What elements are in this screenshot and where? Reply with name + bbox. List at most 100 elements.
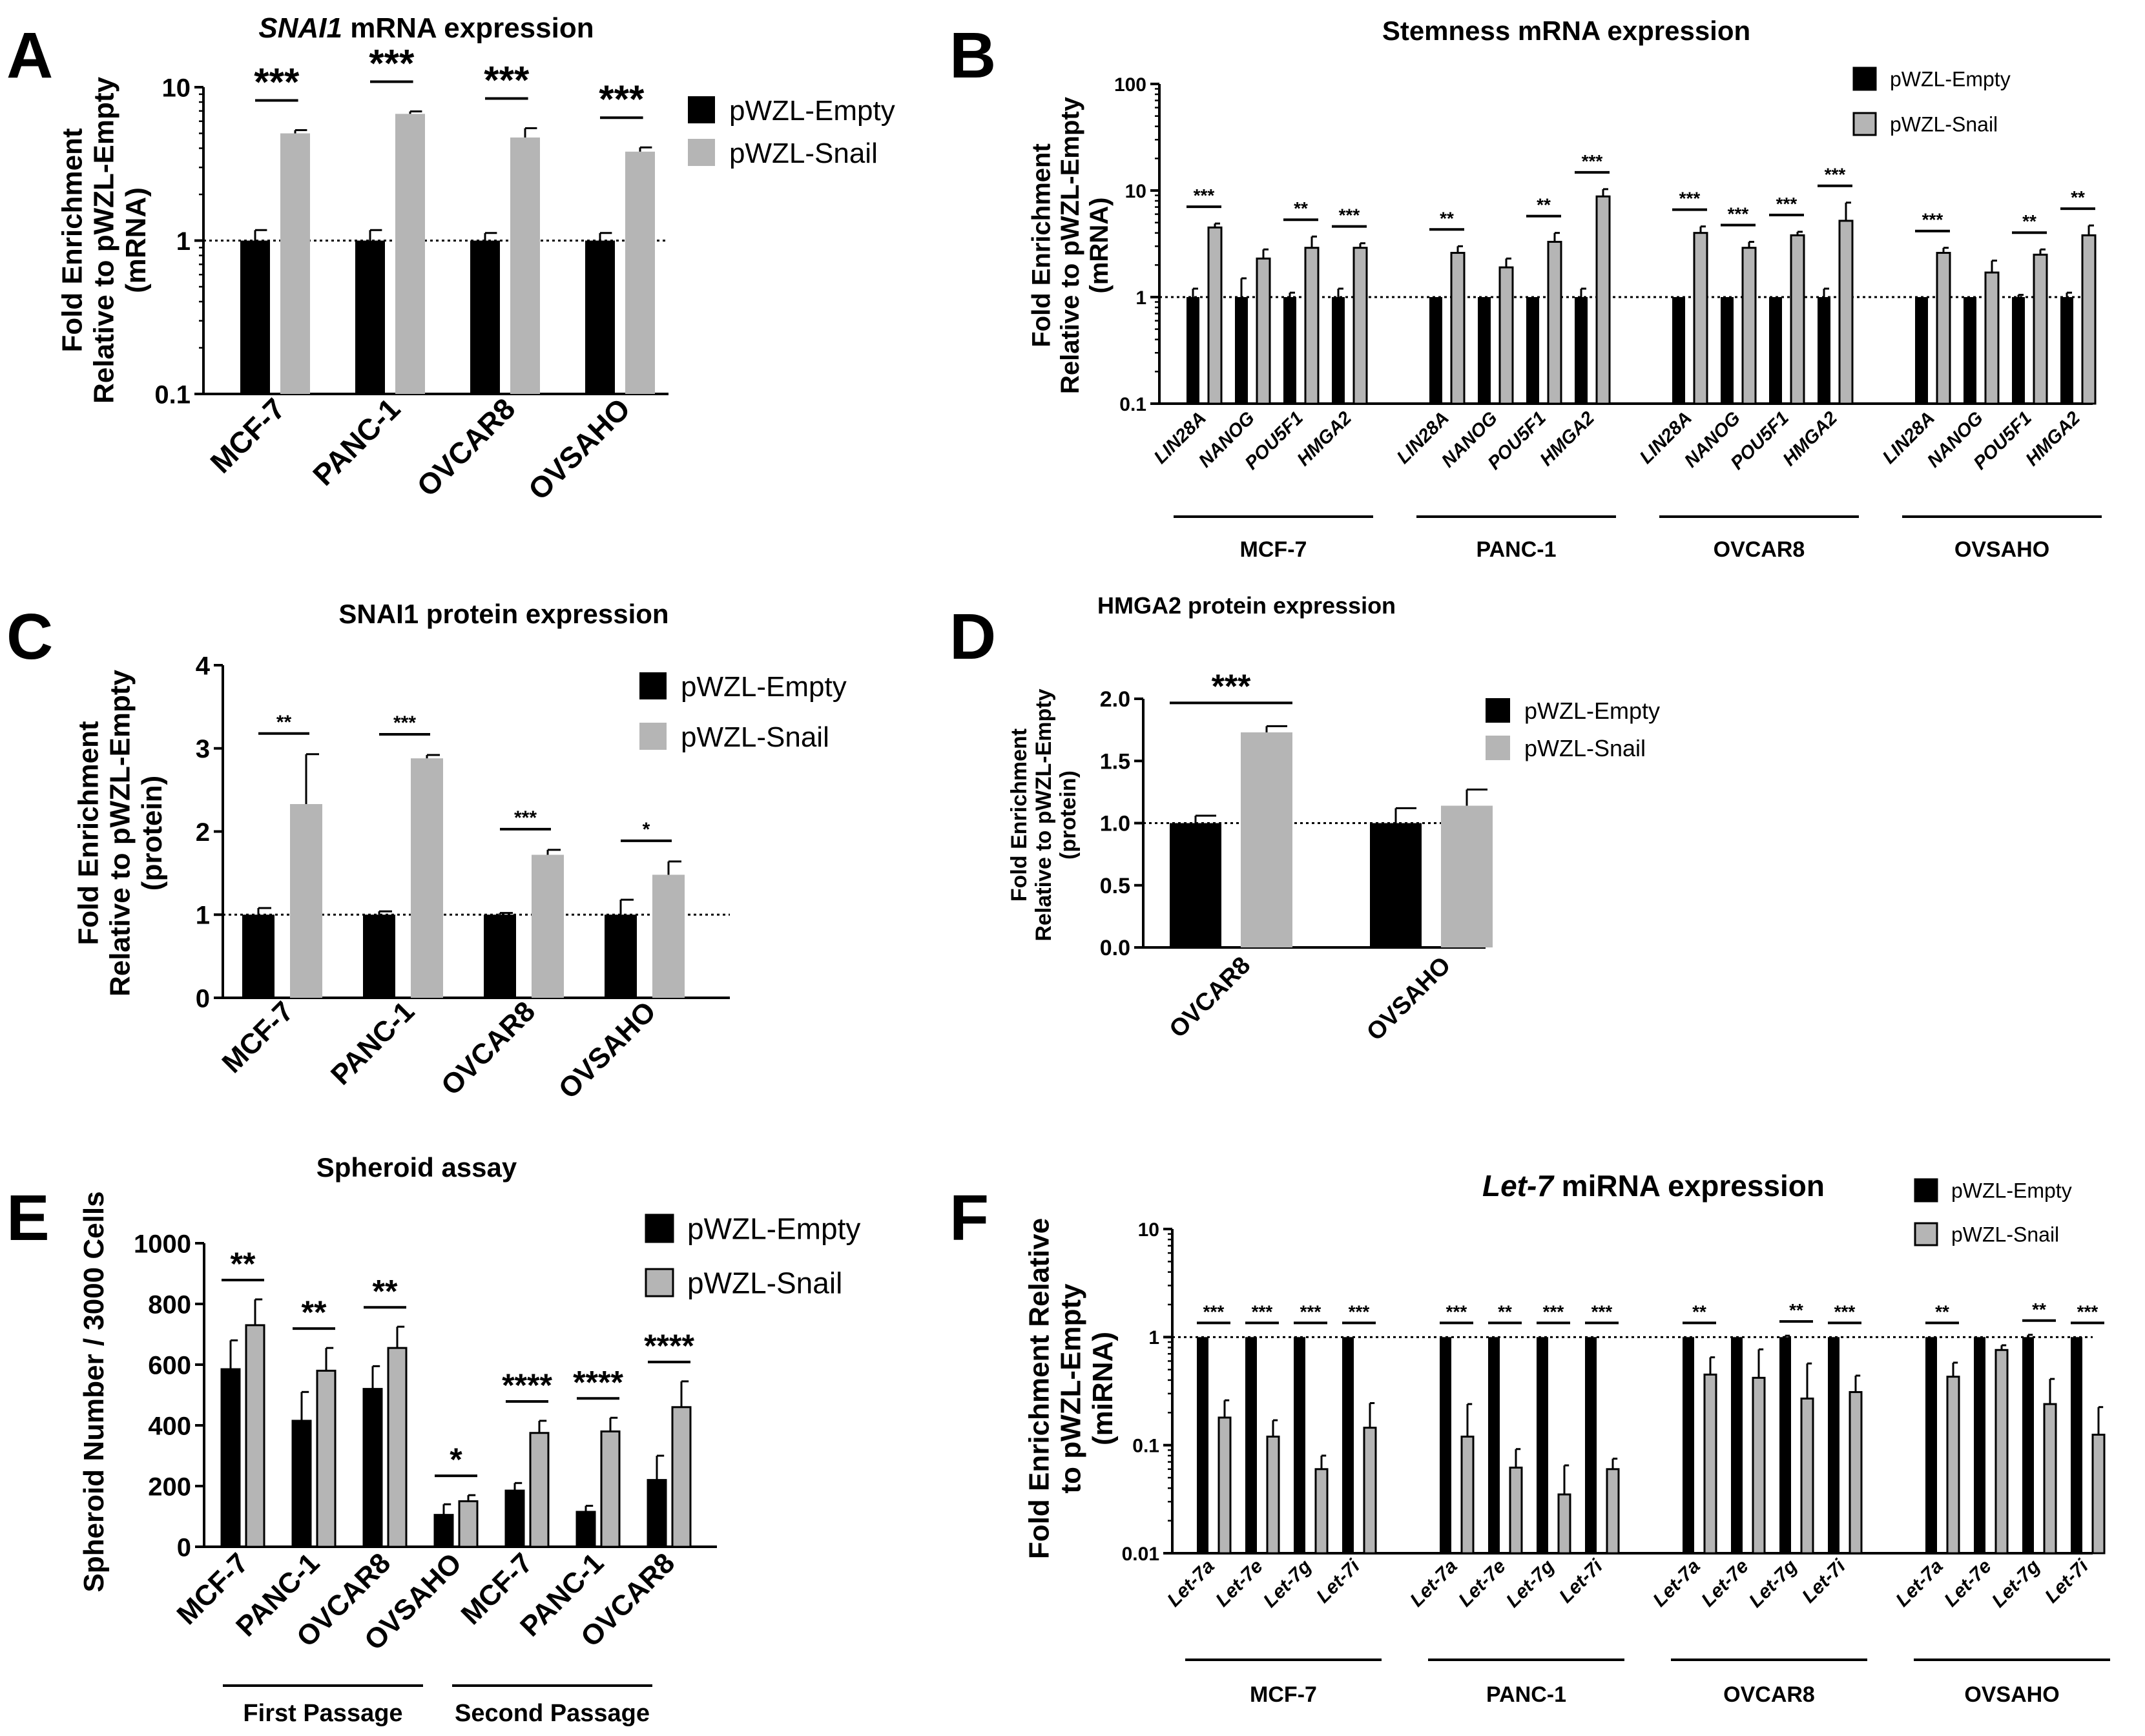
- chart-b-bar: [1818, 297, 1830, 404]
- chart-b-significance-label: ***: [1776, 194, 1798, 214]
- chart-f-significance-label: ***: [1834, 1301, 1856, 1321]
- chart-d-bar: [1370, 823, 1422, 947]
- chart-b-bar: [1450, 252, 1466, 405]
- chart-a-x-tick-label: OVCAR8: [410, 391, 521, 502]
- chart-b-bar: [1304, 247, 1320, 405]
- chart-f-significance-label: ***: [1591, 1301, 1613, 1321]
- chart-f-x-tick-label: Let-7e: [1940, 1556, 1996, 1611]
- chart-f-significance-label: ***: [1349, 1301, 1370, 1321]
- chart-e-legend-swatch: [645, 1214, 674, 1243]
- chart-c-bar: [411, 758, 443, 998]
- chart-b-y-axis-label: Fold Enrichment: [1027, 143, 1055, 347]
- chart-d-legend-swatch: [1486, 736, 1510, 760]
- chart-b-legend-swatch: [1852, 112, 1877, 136]
- chart-d-y-axis-label: (protein): [1056, 770, 1081, 860]
- chart-f-bar: [1925, 1337, 1937, 1553]
- chart-d-bar: [1170, 823, 1221, 947]
- panel-f: F Let-7 miRNA expression 0.01 0.1 1 10 Fold …: [949, 1169, 2110, 1707]
- chart-e-bar: [647, 1479, 667, 1548]
- chart-b-bar: [1235, 297, 1248, 404]
- chart-f-significance-label: ***: [1252, 1301, 1273, 1321]
- chart-f-bar: [1488, 1337, 1500, 1553]
- chart-b-bar: [1721, 297, 1734, 404]
- chart-b-x-tick-label: HMGA2: [1779, 408, 1841, 470]
- chart-a-bar: [395, 114, 425, 394]
- chart-f-x-tick-label: Let-7i: [1798, 1555, 1850, 1607]
- chart-f-bar: [1849, 1390, 1863, 1555]
- chart-b-bar: [1332, 297, 1345, 404]
- panel-letter-f: F: [949, 1182, 989, 1254]
- chart-b-significance-label: ***: [1194, 185, 1215, 205]
- chart-a-y-axis-label: (mRNA): [120, 187, 152, 293]
- chart-c-y-tick-label: 3: [196, 735, 210, 763]
- chart-f-x-tick-label: Let-7e: [1697, 1556, 1753, 1611]
- chart-f-bar: [2022, 1337, 2034, 1553]
- chart-f-bar: [1509, 1466, 1523, 1555]
- chart-f-significance-label: **: [1935, 1301, 1949, 1321]
- chart-f-bar: [1606, 1468, 1620, 1555]
- chart-b-bar: [1429, 297, 1442, 404]
- chart-a-significance-label: ***: [254, 60, 300, 103]
- chart-c-x-tick-label: OVSAHO: [553, 995, 662, 1104]
- chart-b-y-tick-label: 10: [1125, 181, 1146, 202]
- chart-f-significance-label: **: [1692, 1301, 1706, 1321]
- chart-f-significance-label: ***: [1543, 1301, 1564, 1321]
- chart-f-bar: [1245, 1337, 1257, 1553]
- chart-b-bar: [2081, 234, 2097, 405]
- chart-f-bar: [1314, 1468, 1329, 1555]
- chart-e-group-second-label: Second Passage: [455, 1700, 650, 1727]
- chart-d-bar: [1441, 805, 1493, 947]
- chart-a-legend-swatch: [688, 139, 715, 166]
- chart-f-significance-label: **: [1498, 1301, 1512, 1321]
- chart-b-bar: [1547, 240, 1562, 405]
- chart-f-x-tick-label: Let-7a: [1406, 1556, 1462, 1611]
- chart-a-plot: 0.1 1 10 Fold Enrichment Relative to pWZL-Em…: [56, 42, 895, 507]
- chart-b-group-label: MCF-7: [1240, 537, 1307, 562]
- chart-a-bar: [355, 240, 385, 394]
- chart-f-y-tick-label: 10: [1138, 1219, 1159, 1241]
- chart-f-bar: [1946, 1376, 1960, 1555]
- chart-e-bar: [387, 1347, 408, 1548]
- chart-d-x-tick-label: OVSAHO: [1362, 952, 1456, 1046]
- chart-b-y-tick-label: 0.1: [1119, 394, 1146, 415]
- chart-c-plot: 0 1 2 3 4 Fold Enrichment Relative to pWZL-Emp…: [72, 652, 846, 1105]
- chart-e-legend-label: pWZL-Snail: [687, 1266, 842, 1300]
- chart-a-bar: [625, 151, 655, 394]
- chart-c-bar: [652, 874, 685, 998]
- chart-c-significance-label: **: [276, 712, 292, 733]
- chart-b-bar: [2012, 297, 2025, 404]
- chart-f-bar: [1218, 1416, 1232, 1555]
- chart-f-bar: [1440, 1337, 1451, 1553]
- chart-e-y-tick-label: 200: [148, 1472, 191, 1501]
- chart-b-significance-label: **: [1537, 195, 1551, 215]
- panel-d: D HMGA2 protein expression 0.0 0.5 1.0 1.5 2…: [949, 592, 1660, 1046]
- panel-letter-b: B: [949, 19, 996, 92]
- chart-b-y-axis-label: Relative to pWZL-Empty: [1056, 96, 1084, 394]
- chart-b-significance-label: **: [1294, 198, 1308, 218]
- chart-f-y-tick-label: 0.01: [1122, 1544, 1159, 1565]
- chart-d-title: HMGA2 protein expression: [1097, 592, 1396, 619]
- chart-e-y-tick-label: 600: [148, 1351, 191, 1380]
- chart-e-bar: [504, 1489, 525, 1548]
- chart-b-bar: [2060, 297, 2073, 404]
- chart-b-group-label: OVSAHO: [1954, 537, 2049, 562]
- chart-b-bar: [1790, 234, 1805, 405]
- chart-a-bar: [280, 133, 310, 394]
- chart-a-title-italic: SNAI1: [258, 12, 342, 44]
- chart-b-significance-label: ***: [1922, 210, 1943, 230]
- chart-e-y-tick-label: 400: [148, 1412, 191, 1440]
- chart-f-bar: [1197, 1337, 1208, 1553]
- chart-f-title-italic: Let-7: [1482, 1169, 1555, 1203]
- chart-c-significance-label: ***: [514, 807, 537, 829]
- chart-f-legend-label: pWZL-Empty: [1951, 1179, 2072, 1203]
- chart-a-y-tick-label: 0.1: [154, 380, 191, 409]
- chart-f-significance-label: ***: [2077, 1301, 2098, 1321]
- chart-b-bar: [1186, 297, 1199, 404]
- chart-e-significance-label: **: [231, 1246, 256, 1282]
- chart-e-bar: [316, 1369, 337, 1548]
- chart-c-y-tick-label: 0: [196, 984, 210, 1013]
- chart-c-legend-label: pWZL-Snail: [681, 721, 829, 753]
- chart-f-bar: [1703, 1373, 1717, 1555]
- chart-a-bar: [240, 240, 270, 394]
- chart-f-title-rest: miRNA expression: [1553, 1169, 1825, 1203]
